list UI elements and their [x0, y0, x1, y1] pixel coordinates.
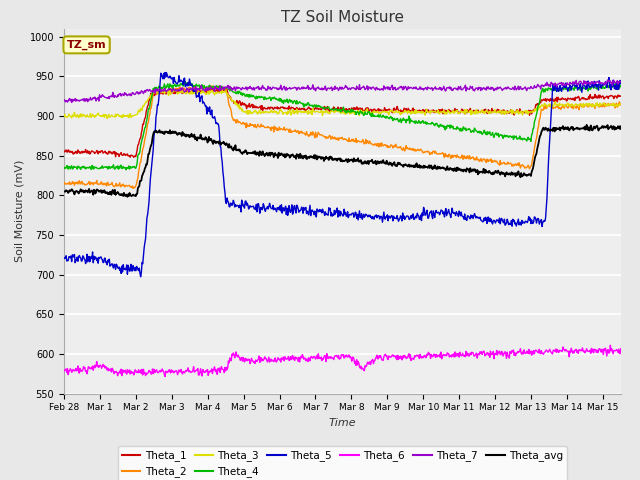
Legend: Theta_1, Theta_2, Theta_3, Theta_4, Theta_5, Theta_6, Theta_7, Theta_avg: Theta_1, Theta_2, Theta_3, Theta_4, Thet…	[118, 446, 567, 480]
Title: TZ Soil Moisture: TZ Soil Moisture	[281, 10, 404, 25]
Y-axis label: Soil Moisture (mV): Soil Moisture (mV)	[14, 160, 24, 263]
X-axis label: Time: Time	[328, 418, 356, 428]
Text: TZ_sm: TZ_sm	[67, 40, 106, 50]
